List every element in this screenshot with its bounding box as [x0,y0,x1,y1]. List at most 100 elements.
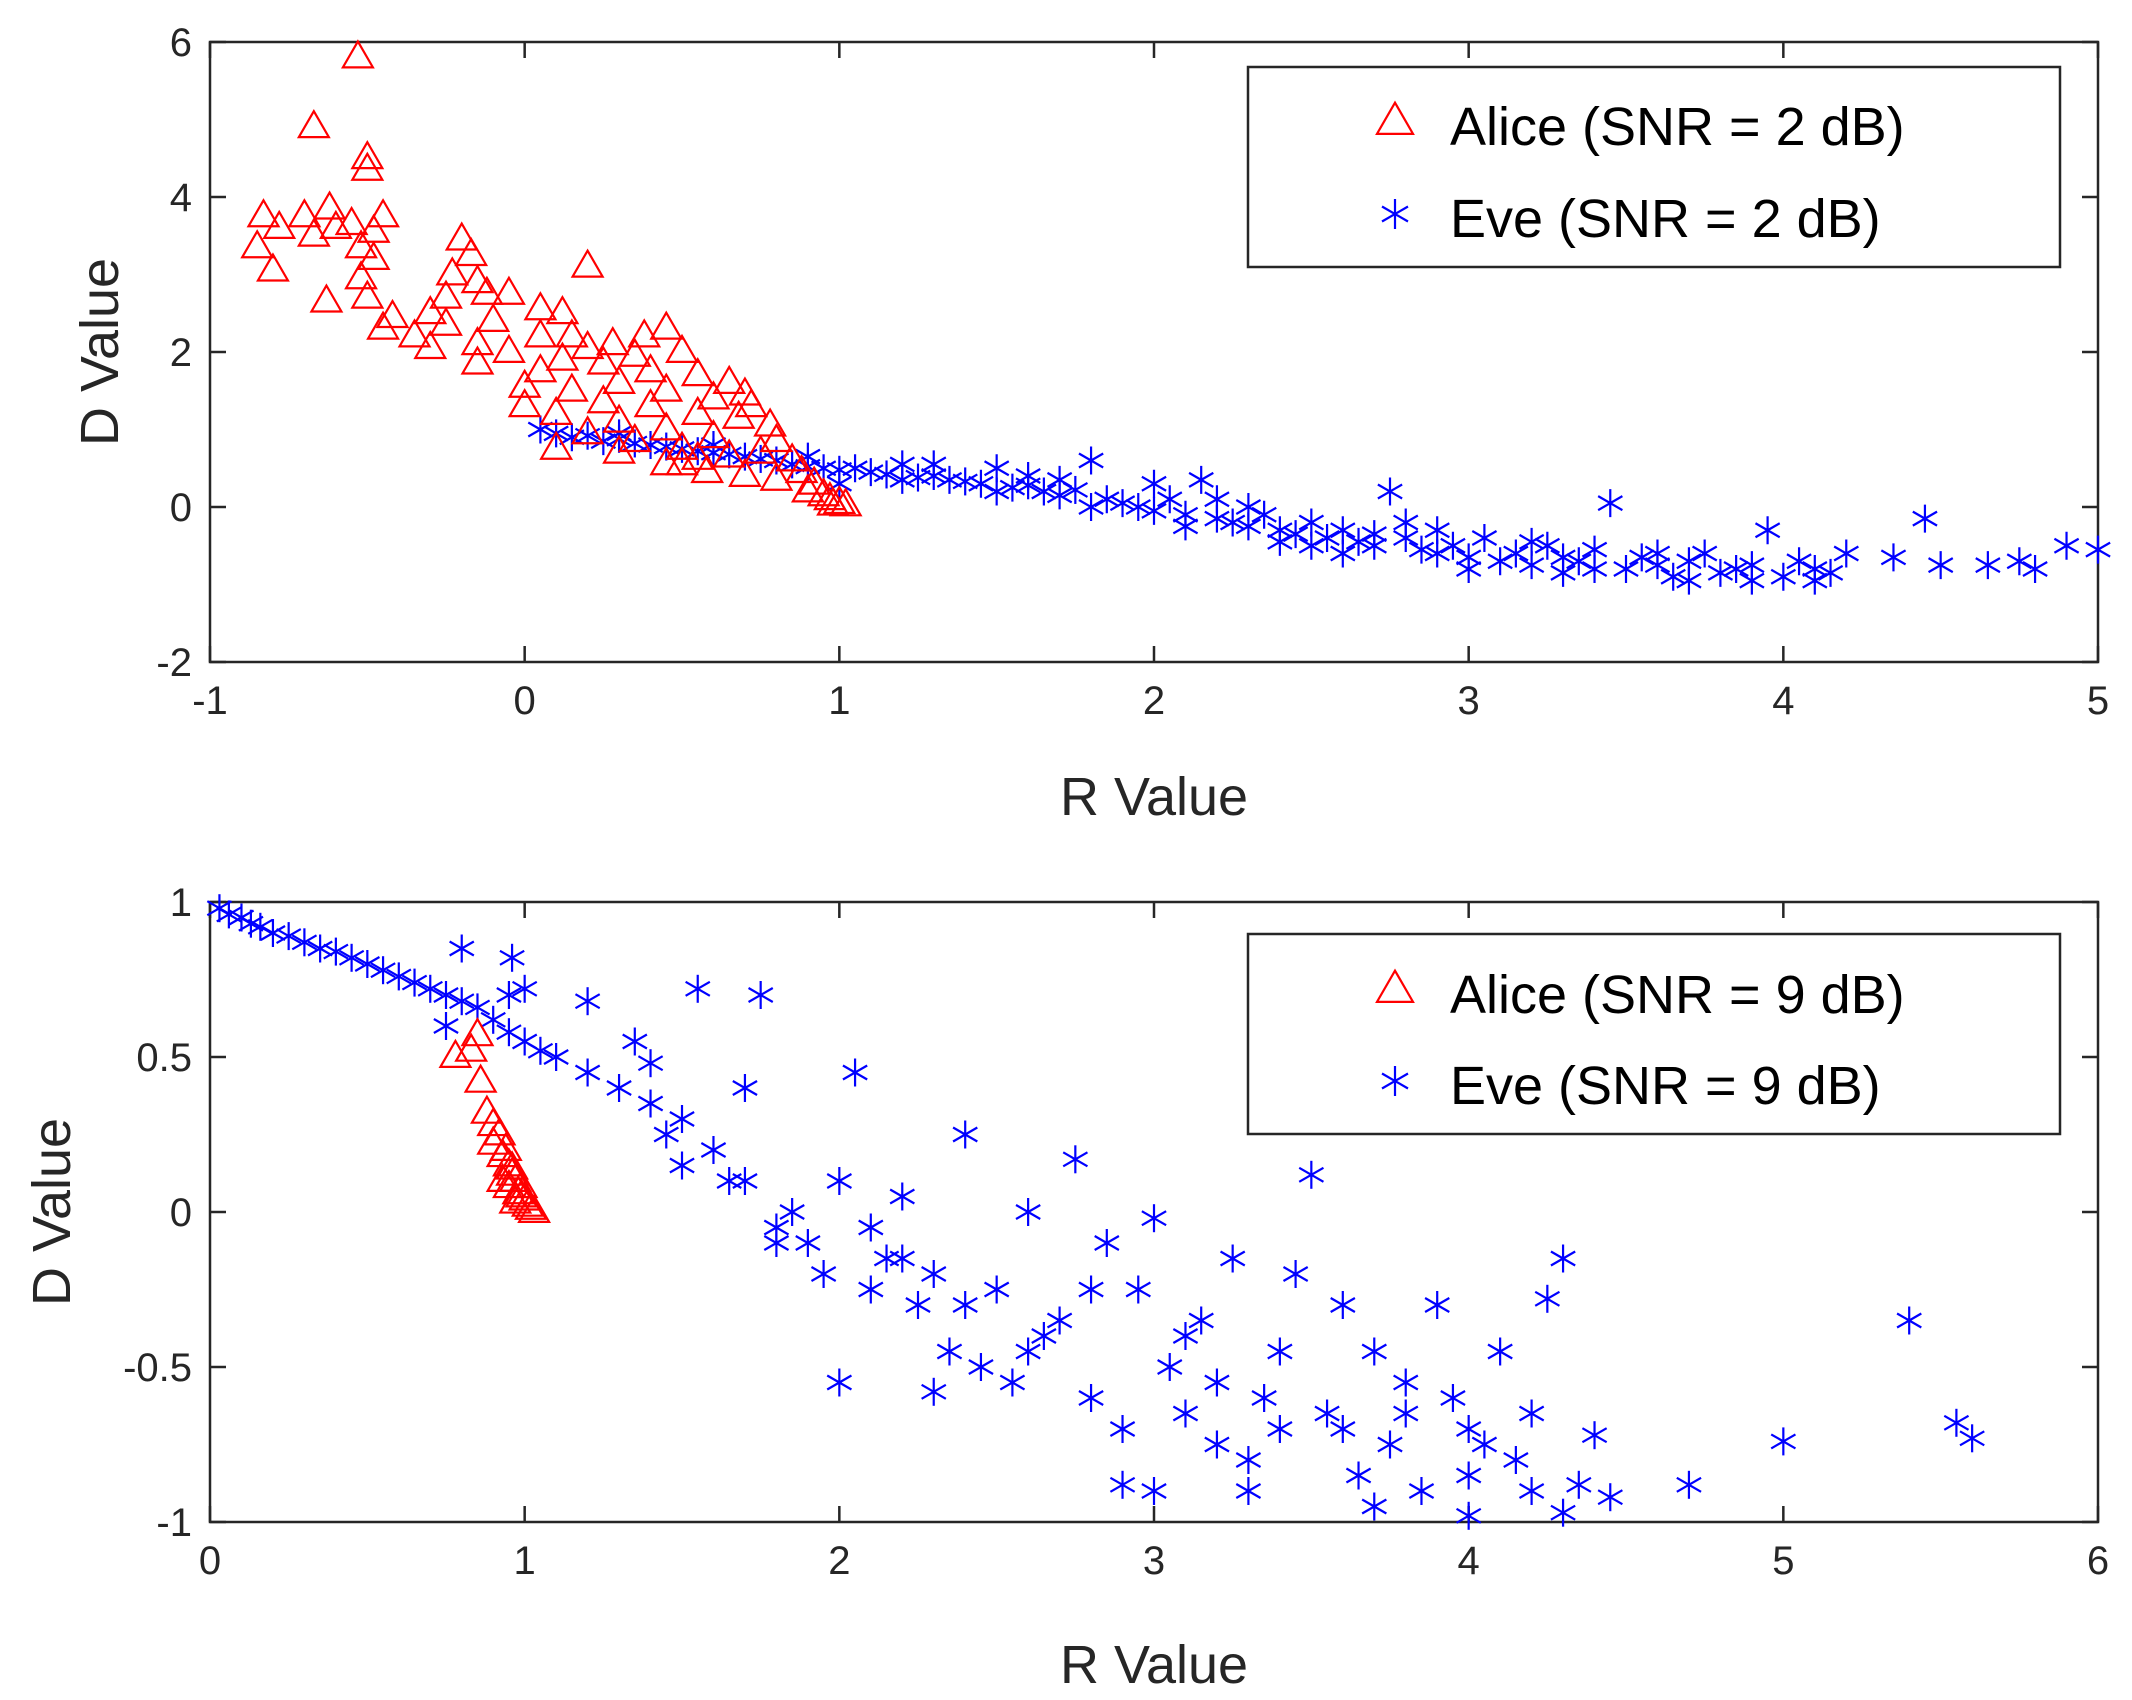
bottom-eve-data-point [1597,1483,1623,1512]
top-alice-data-point [822,484,857,515]
bottom-y-tick-label: -0.5 [123,1346,192,1390]
bottom-eve-data-point [1172,1399,1199,1428]
top-eve-data-point [1597,489,1623,518]
bottom-eve-data-point [1125,1275,1151,1304]
bottom-eve-data-point [685,974,711,1003]
bottom-eve-data-point [433,1012,459,1040]
bottom-alice-data-point [485,1162,520,1192]
bottom-eve-data-point [275,922,302,951]
top-eve-data-point [826,469,853,498]
bottom-eve-data-point [1188,1306,1214,1335]
top-eve-data-point [1581,555,1608,583]
bottom-eve-data-point [480,1005,506,1034]
top-alice-data-point [665,333,699,363]
bottom-x-tick-label: 1 [514,1539,536,1583]
bottom-eve-data-point [795,1229,821,1257]
bottom-eve-data-point [496,981,522,1009]
bottom-eve-data-point [637,1089,664,1118]
top-eve-data-point [1267,527,1293,556]
top-eve-data-point [1157,485,1183,514]
top-alice-data-point [492,275,526,305]
top-eve-data-point [1518,527,1545,556]
top-eve-data-point [1550,558,1576,587]
bottom-eve-data-point [669,1105,695,1133]
top-alice-data-point [507,387,542,418]
top-eve-data-point [1078,446,1104,475]
top-alice-data-point [397,318,432,348]
top-alice-data-point [334,205,369,236]
bottom-eve-data-point [747,981,774,1009]
top-eve-data-point [1094,485,1120,514]
top-alice-data-point [712,438,747,468]
bottom-eve-data-point [1550,1244,1576,1273]
top-alice-data-point [366,198,400,228]
top-y-axis-label: D Value [70,258,130,446]
top-alice-data-point [312,190,347,220]
top-eve-data-point [1377,477,1403,506]
bottom-alice-data-point [504,1168,539,1199]
bottom-eve-data-point [842,1058,868,1087]
top-alice-data-point [617,337,652,367]
bottom-eve-data-point [1393,1368,1419,1397]
top-eve-data-point [1723,555,1749,583]
bottom-eve-data-point [810,1260,837,1288]
top-eve-data-point [1975,551,2001,580]
top-eve-data-point [889,465,915,494]
bottom-eve-data-point [1566,1470,1592,1499]
top-alice-data-point [665,430,699,460]
bottom-eve-data-point [1078,1275,1104,1304]
top-eve-data-point [1691,539,1718,568]
bottom-x-tick-label: 2 [828,1539,850,1583]
top-eve-data-point [905,463,931,492]
bottom-eve-data-point [1094,1229,1120,1257]
top-eve-data-point [983,477,1010,506]
top-alice-data-point [350,151,385,181]
top-eve-data-point [1770,562,1797,591]
top-alice-data-point [340,39,375,69]
bottom-eve-data-point [889,1244,915,1273]
top-alice-data-point [309,283,344,313]
bottom-eve-data-point [1676,1470,1702,1499]
bottom-eve-data-point [1330,1291,1356,1319]
top-x-tick-label: 5 [2087,679,2109,723]
bottom-legend-triangle-icon [1375,968,1415,1003]
top-eve-data-point [921,450,947,479]
top-eve-data-point [1707,558,1734,587]
top-alice-data-point [554,318,589,348]
top-eve-data-point [1408,535,1435,564]
bottom-y-tick-label: 0 [170,1191,192,1235]
top-eve-data-point [1566,547,1592,576]
top-eve-data-point [952,467,978,496]
top-scatter-panel: -1 0 1 2 3 4 5 -2 0 2 4 6 R Value D Value Alice (SN… [70,21,2111,827]
bottom-eve-data-point [700,1136,727,1164]
top-eve-data-point [1125,493,1151,521]
bottom-eve-data-point [763,1229,790,1257]
top-alice-data-point [680,395,715,425]
bottom-eve-data-point [574,987,601,1016]
bottom-y-axis-label: D Value [22,1118,82,1306]
bottom-eve-data-point [1518,1477,1545,1505]
top-x-tick-label: 3 [1458,679,1480,723]
top-eve-data-point [1880,543,1907,572]
bottom-eve-data-point [669,1151,695,1180]
bottom-eve-data-point [1408,1477,1435,1505]
bottom-eve-data-point [1109,1470,1136,1499]
bottom-legend: Alice (SNR = 9 dB) Eve (SNR = 9 dB) [1246,932,2062,1136]
bottom-eve-data-point [291,928,318,957]
top-alice-data-point [665,446,699,476]
bottom-eve-data-point [1518,1399,1545,1428]
top-alice-data-point [246,198,281,228]
bottom-legend-marker-alice [1375,968,1415,1003]
bottom-eve-data-point [323,937,349,966]
top-alice-data-point [413,294,448,325]
top-eve-data-point [1188,465,1214,494]
bottom-data-points [206,894,1985,1530]
top-alice-data-point [344,260,378,290]
bottom-eve-data-point [1298,1160,1325,1189]
top-eve-data-point [1345,527,1372,556]
bottom-eve-data-point [338,943,365,972]
bottom-eve-data-point [1031,1322,1057,1350]
top-eve-data-point [1613,555,1639,583]
bottom-eve-data-point [732,1167,758,1195]
top-eve-data-point [936,465,963,494]
